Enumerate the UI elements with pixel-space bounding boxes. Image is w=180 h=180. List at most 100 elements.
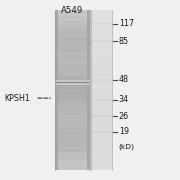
Bar [55, 39, 58, 40]
Bar [55, 119, 90, 120]
Bar [55, 79, 90, 80]
Bar [91, 22, 112, 23]
Bar [91, 40, 112, 42]
Bar [55, 113, 58, 114]
Bar [55, 25, 90, 26]
Bar [55, 143, 58, 144]
Bar [55, 80, 90, 81]
Bar [87, 111, 90, 112]
Bar [87, 128, 90, 129]
Bar [91, 76, 112, 77]
Bar [55, 72, 90, 73]
Bar [91, 162, 112, 163]
Bar [87, 26, 90, 27]
Bar [55, 125, 58, 126]
Bar [55, 14, 58, 15]
Bar [55, 86, 90, 87]
Bar [55, 53, 90, 54]
Bar [87, 119, 90, 120]
Bar [55, 95, 90, 96]
Bar [55, 146, 58, 147]
Bar [87, 117, 90, 118]
Bar [55, 69, 90, 70]
Bar [91, 93, 112, 94]
Bar [87, 43, 90, 44]
Bar [87, 54, 90, 55]
Bar [55, 167, 58, 168]
Bar [91, 65, 112, 66]
Bar [55, 94, 58, 95]
Bar [91, 45, 112, 46]
Bar [91, 126, 112, 127]
Bar [55, 159, 58, 160]
Bar [91, 12, 112, 13]
Bar [91, 118, 112, 119]
Bar [87, 92, 90, 93]
Bar [55, 12, 58, 13]
Bar [55, 152, 90, 153]
Bar [55, 50, 90, 51]
Bar [55, 134, 90, 135]
Bar [87, 16, 90, 17]
Bar [91, 131, 112, 132]
Bar [87, 90, 90, 91]
Bar [91, 97, 112, 98]
Bar [91, 111, 112, 112]
Bar [91, 16, 112, 17]
Bar [55, 75, 58, 76]
Bar [87, 153, 90, 154]
Bar [55, 114, 90, 115]
Bar [55, 49, 58, 50]
Bar [55, 20, 90, 21]
Bar [55, 163, 90, 164]
Bar [55, 93, 90, 94]
Bar [87, 63, 90, 64]
Bar [87, 143, 90, 144]
Bar [55, 93, 58, 94]
Bar [55, 143, 90, 144]
Text: 48: 48 [119, 75, 129, 84]
Bar [87, 22, 90, 23]
Text: A549: A549 [61, 6, 83, 15]
Bar [87, 17, 90, 18]
Bar [91, 57, 112, 58]
Bar [87, 23, 90, 24]
Bar [55, 142, 90, 143]
Bar [87, 107, 90, 108]
Bar [55, 91, 90, 92]
Bar [55, 34, 90, 35]
Bar [87, 27, 90, 28]
Bar [87, 20, 90, 21]
Bar [55, 68, 58, 69]
Bar [55, 83, 90, 84]
Bar [55, 87, 58, 88]
Bar [91, 129, 112, 130]
Bar [55, 88, 58, 89]
Bar [55, 53, 58, 54]
Bar [55, 86, 58, 87]
Bar [91, 75, 112, 76]
Bar [55, 163, 58, 164]
Bar [55, 68, 90, 69]
Bar [87, 148, 90, 149]
Text: KPSH1: KPSH1 [4, 94, 30, 103]
Bar [55, 15, 90, 16]
Bar [87, 82, 90, 83]
Bar [87, 134, 90, 135]
Bar [91, 121, 112, 122]
Bar [91, 17, 112, 18]
Bar [55, 108, 58, 109]
Bar [55, 72, 58, 73]
Bar [91, 49, 112, 50]
Bar [87, 60, 90, 61]
Bar [91, 144, 112, 145]
Bar [55, 130, 90, 131]
Bar [55, 124, 58, 125]
Bar [91, 160, 112, 161]
Bar [87, 30, 90, 31]
Text: 85: 85 [119, 37, 129, 46]
Bar [91, 156, 112, 157]
Bar [55, 129, 58, 130]
Bar [91, 130, 112, 131]
Bar [91, 104, 112, 105]
